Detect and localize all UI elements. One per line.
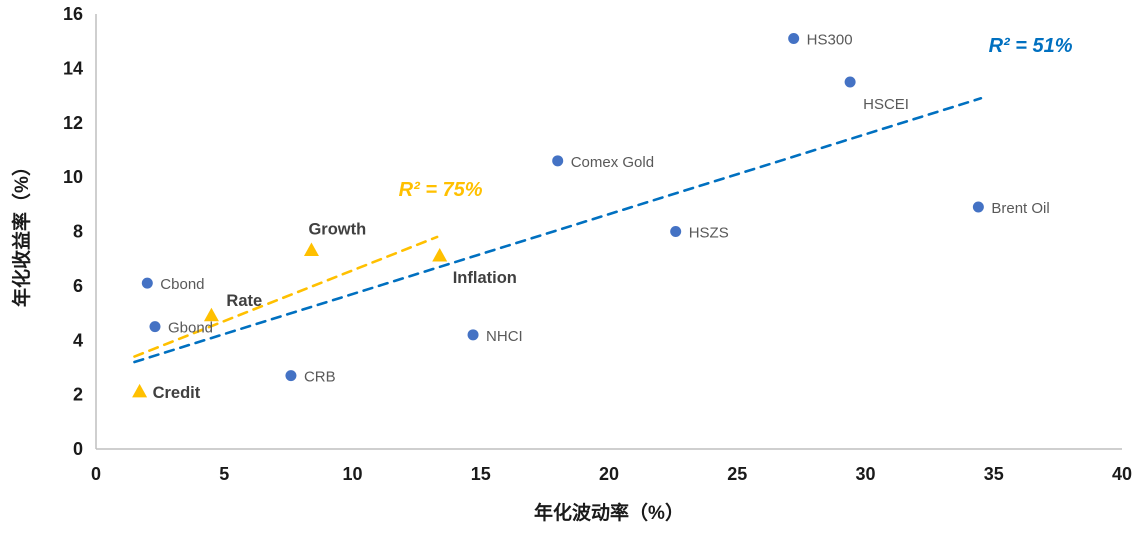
x-tick-label: 30 (855, 464, 875, 484)
point-label-hszs: HSZS (689, 225, 729, 242)
point-label-hscei: HSCEI (863, 96, 909, 113)
point-crb (285, 370, 297, 382)
x-tick-label: 15 (471, 464, 491, 484)
point-label-growth: Growth (308, 221, 366, 239)
point-rate (203, 307, 219, 322)
y-tick-label: 16 (63, 4, 83, 24)
y-tick-label: 4 (73, 330, 83, 350)
point-hs300 (788, 32, 800, 44)
axes: 0 5 10 15 20 25 30 35 40 0 2 4 6 8 10 12 14 16 (63, 4, 1132, 484)
y-tick-label: 8 (73, 222, 83, 242)
point-label-credit: Credit (153, 384, 201, 402)
x-tick-label: 35 (984, 464, 1004, 484)
point-label-rate: Rate (226, 292, 262, 310)
yellow-trendline-r2-annotation: R² = 75% (399, 179, 483, 201)
y-tick-label: 12 (63, 113, 83, 133)
point-inflation (432, 247, 448, 262)
x-axis-title: 年化波动率（%） (534, 501, 684, 524)
point-brent-oil (972, 201, 984, 213)
point-label-comex-gold: Comex Gold (571, 154, 654, 171)
point-nhci (467, 329, 479, 341)
y-tick-label: 0 (73, 439, 83, 459)
point-credit (132, 383, 148, 398)
y-axis-title: 年化收益率（%） (10, 157, 33, 307)
blue-trendline (133, 96, 983, 364)
x-tick-label: 20 (599, 464, 619, 484)
x-tick-label: 0 (91, 464, 101, 484)
point-label-gbond: Gbond (168, 320, 213, 337)
point-hszs (670, 226, 682, 237)
point-hscei (844, 76, 856, 88)
point-cbond (141, 277, 153, 289)
point-label-brent-oil: Brent Oil (991, 200, 1049, 217)
x-tick-label: 40 (1112, 464, 1132, 484)
point-label-inflation: Inflation (453, 269, 517, 287)
x-tick-label: 25 (727, 464, 747, 484)
point-growth (303, 242, 319, 257)
point-comex-gold (552, 155, 564, 167)
data-points: Cbond Gbond CRB NHCI Comex Gold HSZS HS300 HSCE… (132, 31, 1050, 402)
point-label-crb: CRB (304, 369, 336, 386)
yellow-trendline (133, 235, 439, 358)
point-label-hs300: HS300 (807, 31, 853, 48)
y-tick-label: 2 (73, 385, 83, 405)
blue-trendline-r2-annotation: R² = 51% (989, 35, 1073, 57)
y-tick-label: 14 (63, 58, 83, 78)
x-tick-label: 10 (342, 464, 362, 484)
x-tick-label: 5 (219, 464, 229, 484)
point-label-cbond: Cbond (160, 276, 204, 293)
point-label-nhci: NHCI (486, 328, 523, 345)
trendlines: R² = 51% R² = 75% (133, 35, 1073, 364)
y-tick-label: 10 (63, 167, 83, 187)
point-gbond (149, 321, 161, 333)
y-tick-label: 6 (73, 276, 83, 296)
